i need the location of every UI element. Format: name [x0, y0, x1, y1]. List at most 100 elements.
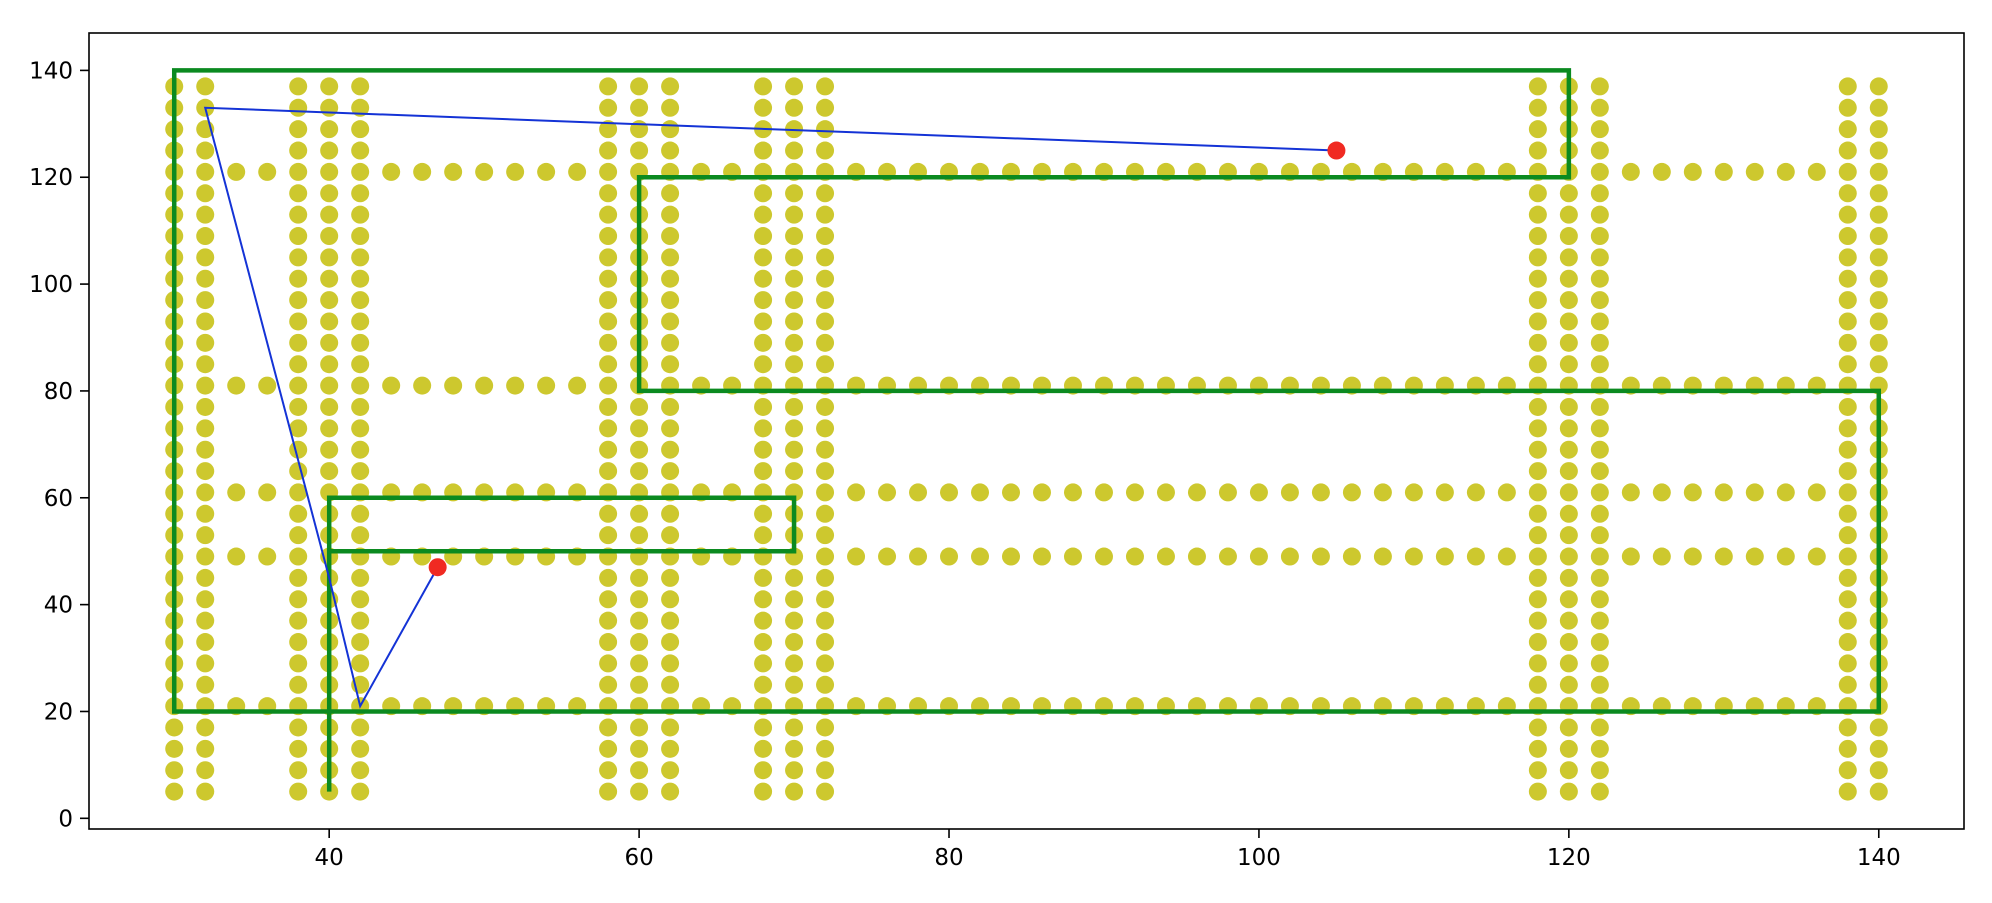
data-point: [196, 419, 215, 438]
data-point: [661, 269, 680, 288]
data-point: [196, 739, 215, 758]
data-point: [1590, 141, 1609, 160]
path-line: [203, 106, 1337, 709]
data-point: [816, 440, 835, 459]
data-point: [816, 77, 835, 96]
data-point: [351, 419, 370, 438]
data-point: [1590, 419, 1609, 438]
data-point: [196, 440, 215, 459]
data-point: [599, 739, 618, 758]
data-point: [351, 568, 370, 587]
data-point: [227, 376, 246, 395]
data-point: [1590, 269, 1609, 288]
data-point: [289, 718, 308, 737]
data-point: [1838, 675, 1857, 694]
data-point: [320, 355, 339, 374]
data-point: [599, 77, 618, 96]
path-layer: [203, 106, 1337, 709]
data-point: [785, 205, 804, 224]
data-point: [351, 205, 370, 224]
data-point: [1869, 205, 1888, 224]
data-point: [661, 590, 680, 609]
data-point: [1590, 184, 1609, 203]
data-point: [630, 526, 649, 545]
data-point: [816, 611, 835, 630]
data-point: [320, 77, 339, 96]
data-point: [1838, 312, 1857, 331]
x-tick-label: 120: [1547, 845, 1591, 871]
data-point: [785, 718, 804, 737]
data-point: [661, 568, 680, 587]
data-point: [1528, 227, 1547, 246]
data-point: [909, 547, 928, 566]
data-point: [351, 120, 370, 139]
data-point: [754, 718, 773, 737]
data-point: [599, 248, 618, 267]
data-point: [816, 184, 835, 203]
data-point: [661, 633, 680, 652]
data-point: [351, 376, 370, 395]
data-point: [661, 248, 680, 267]
data-point: [1528, 205, 1547, 224]
data-point: [816, 462, 835, 481]
data-point: [320, 333, 339, 352]
data-point: [754, 654, 773, 673]
data-point: [661, 333, 680, 352]
data-point: [816, 633, 835, 652]
data-point: [816, 483, 835, 502]
data-point: [1838, 205, 1857, 224]
data-point: [382, 162, 401, 181]
data-point: [630, 675, 649, 694]
data-point: [1776, 483, 1795, 502]
data-point: [1528, 312, 1547, 331]
data-point: [816, 718, 835, 737]
data-point: [940, 483, 959, 502]
data-point: [599, 120, 618, 139]
data-point: [1559, 269, 1578, 288]
data-point: [599, 590, 618, 609]
data-point: [1559, 782, 1578, 801]
data-point: [1559, 718, 1578, 737]
data-point: [599, 782, 618, 801]
data-point: [661, 675, 680, 694]
data-point: [1559, 526, 1578, 545]
data-point: [196, 633, 215, 652]
data-point: [816, 419, 835, 438]
data-point: [630, 419, 649, 438]
data-point: [196, 227, 215, 246]
data-point: [320, 184, 339, 203]
data-point: [1714, 547, 1733, 566]
data-point: [785, 419, 804, 438]
data-point: [847, 547, 866, 566]
data-point: [289, 77, 308, 96]
data-point: [1497, 547, 1516, 566]
data-point: [599, 419, 618, 438]
data-point: [785, 739, 804, 758]
data-point: [506, 162, 525, 181]
data-point: [320, 462, 339, 481]
data-point: [258, 376, 277, 395]
data-point: [351, 504, 370, 523]
data-point: [1125, 547, 1144, 566]
data-point: [661, 504, 680, 523]
data-point: [1280, 547, 1299, 566]
data-point: [475, 376, 494, 395]
data-point: [1838, 654, 1857, 673]
data-point: [1590, 568, 1609, 587]
data-point: [630, 590, 649, 609]
y-tick-label: 60: [44, 486, 73, 512]
data-point: [320, 98, 339, 117]
data-point: [599, 504, 618, 523]
data-point: [196, 654, 215, 673]
data-point: [1559, 312, 1578, 331]
data-point: [289, 761, 308, 780]
data-point: [1838, 291, 1857, 310]
data-point: [785, 77, 804, 96]
data-point: [971, 547, 990, 566]
data-point: [1435, 547, 1454, 566]
data-point: [1559, 248, 1578, 267]
data-point: [289, 248, 308, 267]
data-point: [196, 162, 215, 181]
data-point: [785, 333, 804, 352]
data-point: [785, 397, 804, 416]
